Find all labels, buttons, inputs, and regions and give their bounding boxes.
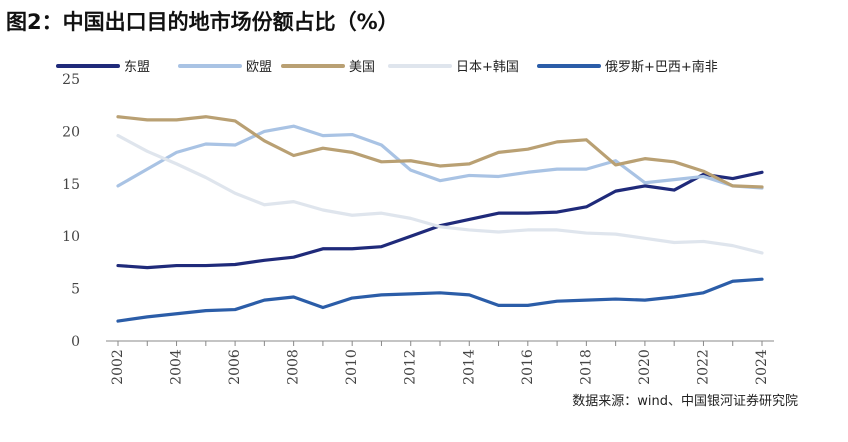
x-tick-label: 2018 [578, 349, 594, 385]
series-line [116, 170, 764, 270]
y-tick-label: 5 [71, 282, 80, 298]
series-line [116, 124, 764, 190]
y-tick-label: 20 [62, 124, 80, 140]
legend: 东盟 欧盟 美国 日本+韩国 俄罗斯+巴西+南非 [56, 59, 718, 75]
x-tick-label: 2014 [461, 349, 477, 385]
legend-label: 俄罗斯+巴西+南非 [605, 59, 718, 75]
chart-title: 图2：中国出口目的地市场份额占比（%） [6, 10, 399, 34]
x-tick-label: 2020 [637, 349, 653, 385]
x-tick-label: 2010 [344, 349, 360, 385]
x-tick-label: 2004 [169, 349, 185, 385]
x-tick-label: 2016 [520, 349, 536, 385]
y-tick-label: 25 [62, 72, 80, 88]
x-tick-label: 2024 [754, 349, 770, 385]
series-line [116, 115, 764, 189]
x-axis: 2002 2004 2006 2008 2010 2012 2014 2016 2018 2020… [106, 340, 774, 385]
y-axis: 0 5 10 15 20 25 [62, 72, 80, 350]
y-tick-label: 10 [62, 229, 80, 245]
legend-label: 日本+韩国 [456, 60, 519, 75]
x-tick-label: 2006 [227, 349, 243, 385]
x-tick-label: 2012 [403, 349, 419, 385]
source-note: 数据来源：wind、中国银河证券研究院 [572, 394, 798, 409]
y-tick-label: 0 [71, 334, 80, 350]
plot-lines [116, 115, 764, 323]
legend-label: 欧盟 [246, 60, 272, 75]
x-tick-label: 2008 [286, 349, 302, 385]
x-tick-label: 2022 [695, 349, 711, 385]
y-tick-label: 15 [62, 177, 80, 193]
x-tick-label: 2002 [110, 349, 126, 385]
series-line [116, 133, 764, 255]
legend-label: 美国 [349, 60, 375, 75]
series-line [116, 277, 764, 323]
legend-label: 东盟 [124, 60, 150, 75]
